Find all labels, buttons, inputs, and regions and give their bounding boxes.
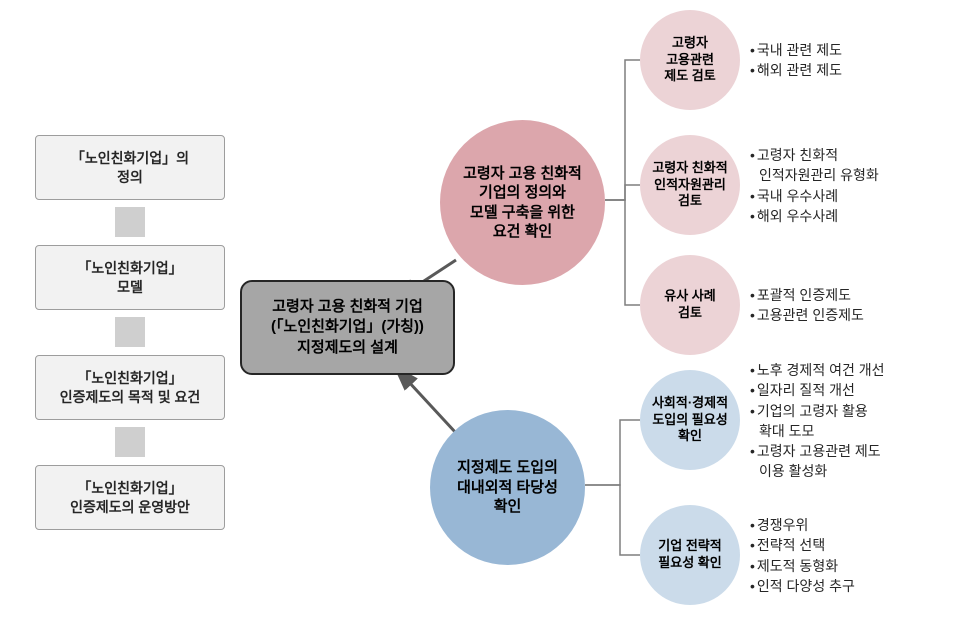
big-circle-pink: 고령자 고용 친화적기업의 정의와모델 구축을 위한요건 확인 <box>440 120 605 285</box>
small-circle-label: 필요성 확인 <box>658 555 721 572</box>
bullet-item: 기업의 고령자 활용 <box>750 401 885 421</box>
left-box-line2: 정의 <box>117 168 143 187</box>
left-box-line1: 「노인친화기업」 <box>77 369 182 388</box>
left-box-0: 「노인친화기업」의정의 <box>35 135 225 200</box>
left-box-line1: 「노인친화기업」의 <box>71 149 189 168</box>
bullet-item: 전략적 선택 <box>750 535 855 555</box>
bullet-list-pink-2: 포괄적 인증제도고용관련 인증제도 <box>750 285 864 326</box>
left-box-line1: 「노인친화기업」 <box>77 479 182 498</box>
small-circle-label: 도입의 필요성 <box>652 412 727 429</box>
small-circle-pink-0: 고령자고용관련제도 검토 <box>640 10 740 110</box>
big-circle-blue: 지정제도 도입의대내외적 타당성확인 <box>430 410 585 565</box>
center-box-line1: 고령자 고용 친화적 기업 <box>272 297 423 317</box>
bullet-list-blue-0: 노후 경제적 여건 개선일자리 질적 개선기업의 고령자 활용확대 도모고령자 … <box>750 360 885 482</box>
branch-line-1 <box>605 185 640 200</box>
small-circle-label: 고령자 <box>672 35 708 52</box>
bullet-item: 경쟁우위 <box>750 515 855 535</box>
left-box-3: 「노인친화기업」인증제도의 운영방안 <box>35 465 225 530</box>
branch-line-0 <box>605 60 640 200</box>
left-box-2: 「노인친화기업」인증제도의 목적 및 요건 <box>35 355 225 420</box>
bullet-item: 고용관련 인증제도 <box>750 305 864 325</box>
small-circle-blue-0: 사회적·경제적도입의 필요성확인 <box>640 370 740 470</box>
big-blue-line2: 대내외적 타당성 <box>457 478 558 498</box>
bullet-item: 제도적 동형화 <box>750 556 855 576</box>
small-circle-pink-2: 유사 사례검토 <box>640 255 740 355</box>
bullet-list-pink-1: 고령자 친화적인적자원관리 유형화국내 우수사례해외 우수사례 <box>750 145 879 226</box>
center-box-line2: (「노인친화기업」(가칭)) <box>271 317 424 337</box>
bullet-list-blue-1: 경쟁우위전략적 선택제도적 동형화인적 다양성 추구 <box>750 515 855 596</box>
bullet-list-pink-0: 국내 관련 제도해외 관련 제도 <box>750 40 842 81</box>
bullet-item: 일자리 질적 개선 <box>750 380 885 400</box>
bullet-item: 확대 도모 <box>759 421 885 441</box>
left-connector-0 <box>115 207 145 237</box>
small-circle-label: 기업 전략적 <box>658 538 721 555</box>
bullet-item: 고령자 친화적 <box>750 145 879 165</box>
bullet-item: 인적자원관리 유형화 <box>759 165 879 185</box>
small-circle-label: 인적자원관리 <box>654 177 726 194</box>
diagram-root: 「노인친화기업」의정의「노인친화기업」모델「노인친화기업」인증제도의 목적 및 … <box>0 0 965 636</box>
bullet-item: 이용 활성화 <box>759 461 885 481</box>
small-circle-blue-1: 기업 전략적필요성 확인 <box>640 505 740 605</box>
big-pink-line4: 요건 확인 <box>493 222 552 242</box>
small-circle-label: 제도 검토 <box>664 68 715 85</box>
bullet-item: 해외 관련 제도 <box>750 60 842 80</box>
bullet-item: 고령자 고용관련 제도 <box>750 441 885 461</box>
left-connector-1 <box>115 317 145 347</box>
bullet-item: 해외 우수사례 <box>750 206 879 226</box>
branch-line-4 <box>585 485 640 555</box>
small-circle-pink-1: 고령자 친화적인적자원관리검토 <box>640 135 740 235</box>
big-blue-line3: 확인 <box>494 497 522 517</box>
small-circle-label: 검토 <box>678 305 702 322</box>
left-box-line2: 인증제도의 운영방안 <box>70 498 190 517</box>
bullet-item: 인적 다양성 추구 <box>750 576 855 596</box>
center-box: 고령자 고용 친화적 기업(「노인친화기업」(가칭))지정제도의 설계 <box>240 280 455 375</box>
small-circle-label: 고용관련 <box>666 52 714 69</box>
small-circle-label: 확인 <box>678 428 702 445</box>
center-box-line3: 지정제도의 설계 <box>297 338 398 358</box>
arrow-1 <box>395 367 456 433</box>
bullet-item: 국내 우수사례 <box>750 186 879 206</box>
small-circle-label: 사회적·경제적 <box>652 395 728 412</box>
small-circle-label: 검토 <box>678 193 702 210</box>
left-box-1: 「노인친화기업」모델 <box>35 245 225 310</box>
bullet-item: 포괄적 인증제도 <box>750 285 864 305</box>
branch-line-3 <box>585 420 640 485</box>
big-pink-line3: 모델 구축을 위한 <box>470 203 575 223</box>
bullet-item: 노후 경제적 여건 개선 <box>750 360 885 380</box>
branch-line-2 <box>605 200 640 305</box>
big-pink-line2: 기업의 정의와 <box>479 183 566 203</box>
left-box-line2: 모델 <box>117 278 143 297</box>
left-connector-2 <box>115 427 145 457</box>
small-circle-label: 유사 사례 <box>664 288 715 305</box>
bullet-item: 국내 관련 제도 <box>750 40 842 60</box>
big-blue-line1: 지정제도 도입의 <box>457 458 558 478</box>
left-box-line1: 「노인친화기업」 <box>77 259 182 278</box>
small-circle-label: 고령자 친화적 <box>652 160 727 177</box>
left-box-line2: 인증제도의 목적 및 요건 <box>60 388 200 407</box>
big-pink-line1: 고령자 고용 친화적 <box>463 164 582 184</box>
